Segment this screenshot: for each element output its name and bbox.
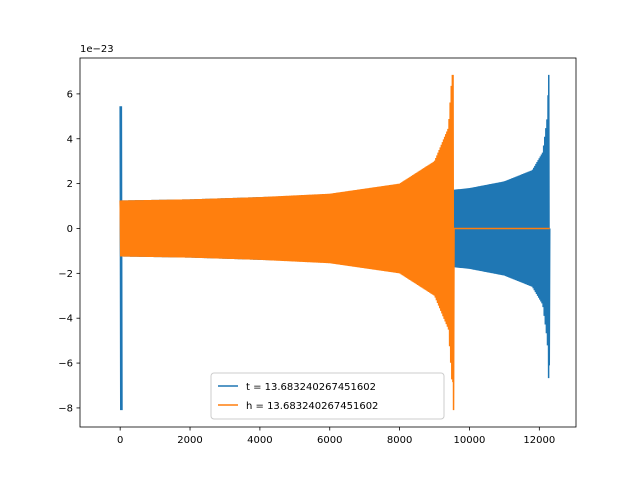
y-tick-label: −8 xyxy=(58,403,73,414)
y-axis: −8 −6 −4 −2 0 2 4 6 xyxy=(58,89,80,414)
series-spike-0 xyxy=(119,106,123,411)
x-tick-label: 0 xyxy=(117,435,123,446)
legend: t = 13.683240267451602 h = 13.68324026745… xyxy=(210,372,445,420)
series-layer xyxy=(119,74,551,411)
series-line-1 xyxy=(119,74,550,411)
y-offset-label: 1e−23 xyxy=(80,44,114,55)
y-tick-label: 2 xyxy=(67,179,73,190)
y-tick-label: 6 xyxy=(67,89,73,100)
y-tick-label: −6 xyxy=(58,359,73,370)
legend-box xyxy=(210,372,445,420)
y-tick-label: −2 xyxy=(58,269,73,280)
legend-label-1: h = 13.683240267451602 xyxy=(246,401,378,412)
axes-frame xyxy=(79,57,577,428)
x-tick-label: 8000 xyxy=(387,435,412,446)
x-tick-label: 4000 xyxy=(247,435,272,446)
x-tick-label: 10000 xyxy=(454,435,486,446)
y-tick-label: −4 xyxy=(58,314,73,325)
x-axis: 0 2000 4000 6000 8000 10000 12000 xyxy=(117,427,555,446)
x-tick-label: 2000 xyxy=(177,435,202,446)
y-tick-label: 4 xyxy=(67,134,73,145)
legend-label-0: t = 13.683240267451602 xyxy=(246,382,376,393)
y-tick-label: 0 xyxy=(67,224,73,235)
x-tick-label: 12000 xyxy=(523,435,555,446)
x-tick-label: 6000 xyxy=(317,435,342,446)
